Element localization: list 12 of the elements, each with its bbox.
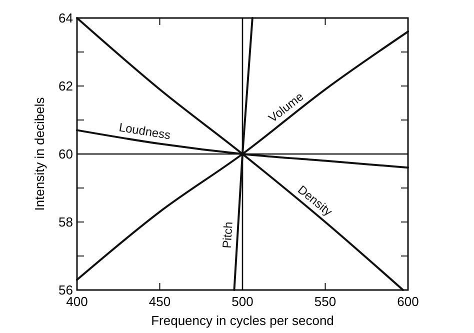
y-tick-label: 58: [58, 214, 73, 230]
y-axis-title: Intensity in decibels: [32, 96, 47, 211]
x-tick-label: 550: [314, 294, 336, 309]
x-tick-label: 600: [397, 294, 419, 309]
text: Pitch: [220, 221, 236, 249]
y-tick-label: 62: [58, 78, 73, 94]
y-tick-label: 60: [58, 146, 73, 162]
x-axis-title: Frequency in cycles per second: [151, 313, 334, 328]
y-tick-label: 64: [58, 10, 73, 26]
text: Loudness: [118, 120, 172, 142]
x-tick-label: 500: [232, 294, 254, 309]
x-tick-label: 450: [148, 294, 171, 309]
